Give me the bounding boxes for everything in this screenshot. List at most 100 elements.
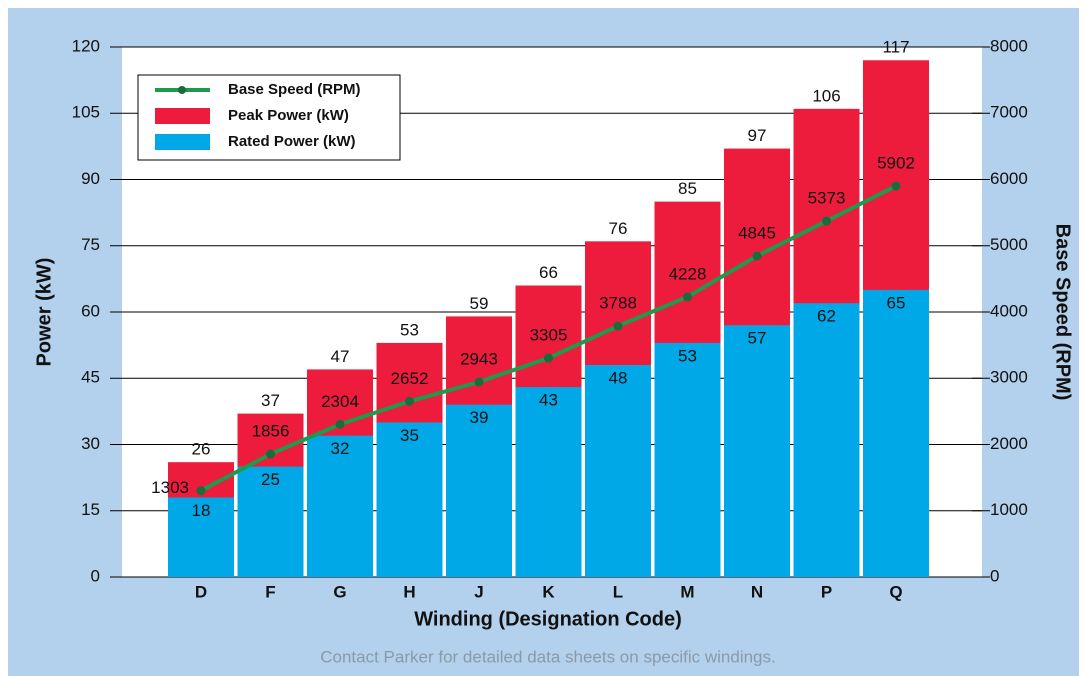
value-label: 3305 [530,326,568,345]
y-tick-label: 105 [72,103,100,122]
y-tick-label: 60 [81,301,100,320]
point [544,353,553,363]
value-label: 65 [887,293,906,312]
value-label: 85 [678,179,697,198]
legend-label: Base Speed (RPM) [228,81,361,98]
bar [793,303,860,577]
y-tick-label: 30 [81,434,100,453]
bar [376,422,443,577]
point [335,419,345,429]
labels: D F G H J K L M N P Q 26 37 47 53 59 66 76 85 97 106 117 18 25 3… [151,38,915,602]
x-axis-title: Winding (Designation Code) [414,608,682,630]
y-tick-label: 0 [91,566,100,585]
point [683,292,692,302]
legend-swatch [155,134,210,150]
value-label: 2943 [460,350,498,369]
x-tick-label: F [265,582,275,601]
value-label: 117 [882,38,909,57]
value-label: 32 [331,439,350,458]
value-label: 97 [748,126,767,145]
y2-tick-label: 2000 [990,434,1028,453]
value-label: 47 [331,347,350,366]
point [266,449,275,459]
y2-tick-label: 0 [990,566,999,585]
y-tick-label: 45 [81,368,100,387]
value-label: 18 [192,501,211,520]
legend-swatch [155,108,210,124]
value-label: 4845 [738,224,776,243]
value-label: 5373 [808,189,846,208]
lines [196,181,901,496]
bars [168,60,929,578]
bar [863,289,929,577]
legend-label: Peak Power (kW) [228,107,349,124]
y2-tick-label: 8000 [990,36,1028,55]
bar [515,387,582,577]
y2-axis-title: Base Speed (RPM) [1052,224,1074,401]
value-label: 25 [261,470,280,489]
bar [446,404,512,577]
bar [654,342,721,577]
point [196,486,206,496]
bar [585,365,651,577]
value-label: 37 [261,391,280,410]
bar [237,466,304,577]
x-tick-label: N [751,582,763,601]
y2-tick-label: 6000 [990,169,1028,188]
y2-tick-label: 1000 [990,500,1028,519]
x-tick-label: J [474,582,483,601]
value-label: 4228 [669,264,707,283]
value-label: 39 [470,408,489,427]
point [474,377,484,387]
y2-tick-label: 5000 [990,235,1028,254]
value-label: 26 [192,440,211,459]
point [405,396,414,406]
value-label: 53 [400,320,419,339]
bar [168,497,234,577]
value-label: 5902 [877,153,915,172]
y2-tick-label: 7000 [990,103,1028,122]
x-tick-label: M [680,582,694,601]
point [613,321,623,331]
point [822,216,831,226]
value-label: 106 [812,86,840,105]
x-tick-label: P [821,582,832,601]
y-tick-label: 75 [81,235,100,254]
y2-tick-label: 4000 [990,301,1028,320]
value-label: 2304 [321,392,359,411]
bar [724,325,790,577]
value-label: 2652 [391,369,429,388]
point [752,251,762,261]
legend: Base Speed (RPM) Peak Power (kW) Rated Pow… [137,74,401,161]
value-label: 1303 [151,478,189,497]
point [891,181,901,191]
y2-tick-label: 3000 [990,368,1028,387]
y-tick-label: 15 [81,500,100,519]
value-label: 76 [609,219,628,238]
footer: Contact Parker for detailed data sheets … [320,647,775,666]
x-tick-label: K [542,582,555,601]
legend-swatch [178,86,186,94]
x-tick-label: L [613,582,623,601]
y-tick-label: 120 [72,36,100,55]
value-label: 35 [400,426,419,445]
value-label: 53 [678,346,697,365]
value-label: 59 [470,294,489,313]
value-label: 62 [817,307,836,326]
y-axis-title: Power (kW) [33,258,55,367]
value-label: 48 [609,368,628,387]
x-tick-label: H [403,582,415,601]
value-label: 66 [539,263,558,282]
value-label: 1856 [252,422,290,441]
x-tick-label: Q [889,582,902,601]
y-tick-label: 90 [81,169,100,188]
value-label: 43 [539,391,558,410]
value-label: 3788 [599,294,637,313]
bar [307,435,373,577]
value-label: 57 [748,329,767,348]
legend-label: Rated Power (kW) [228,133,356,150]
x-tick-label: G [333,582,346,601]
x-tick-label: D [195,582,207,601]
